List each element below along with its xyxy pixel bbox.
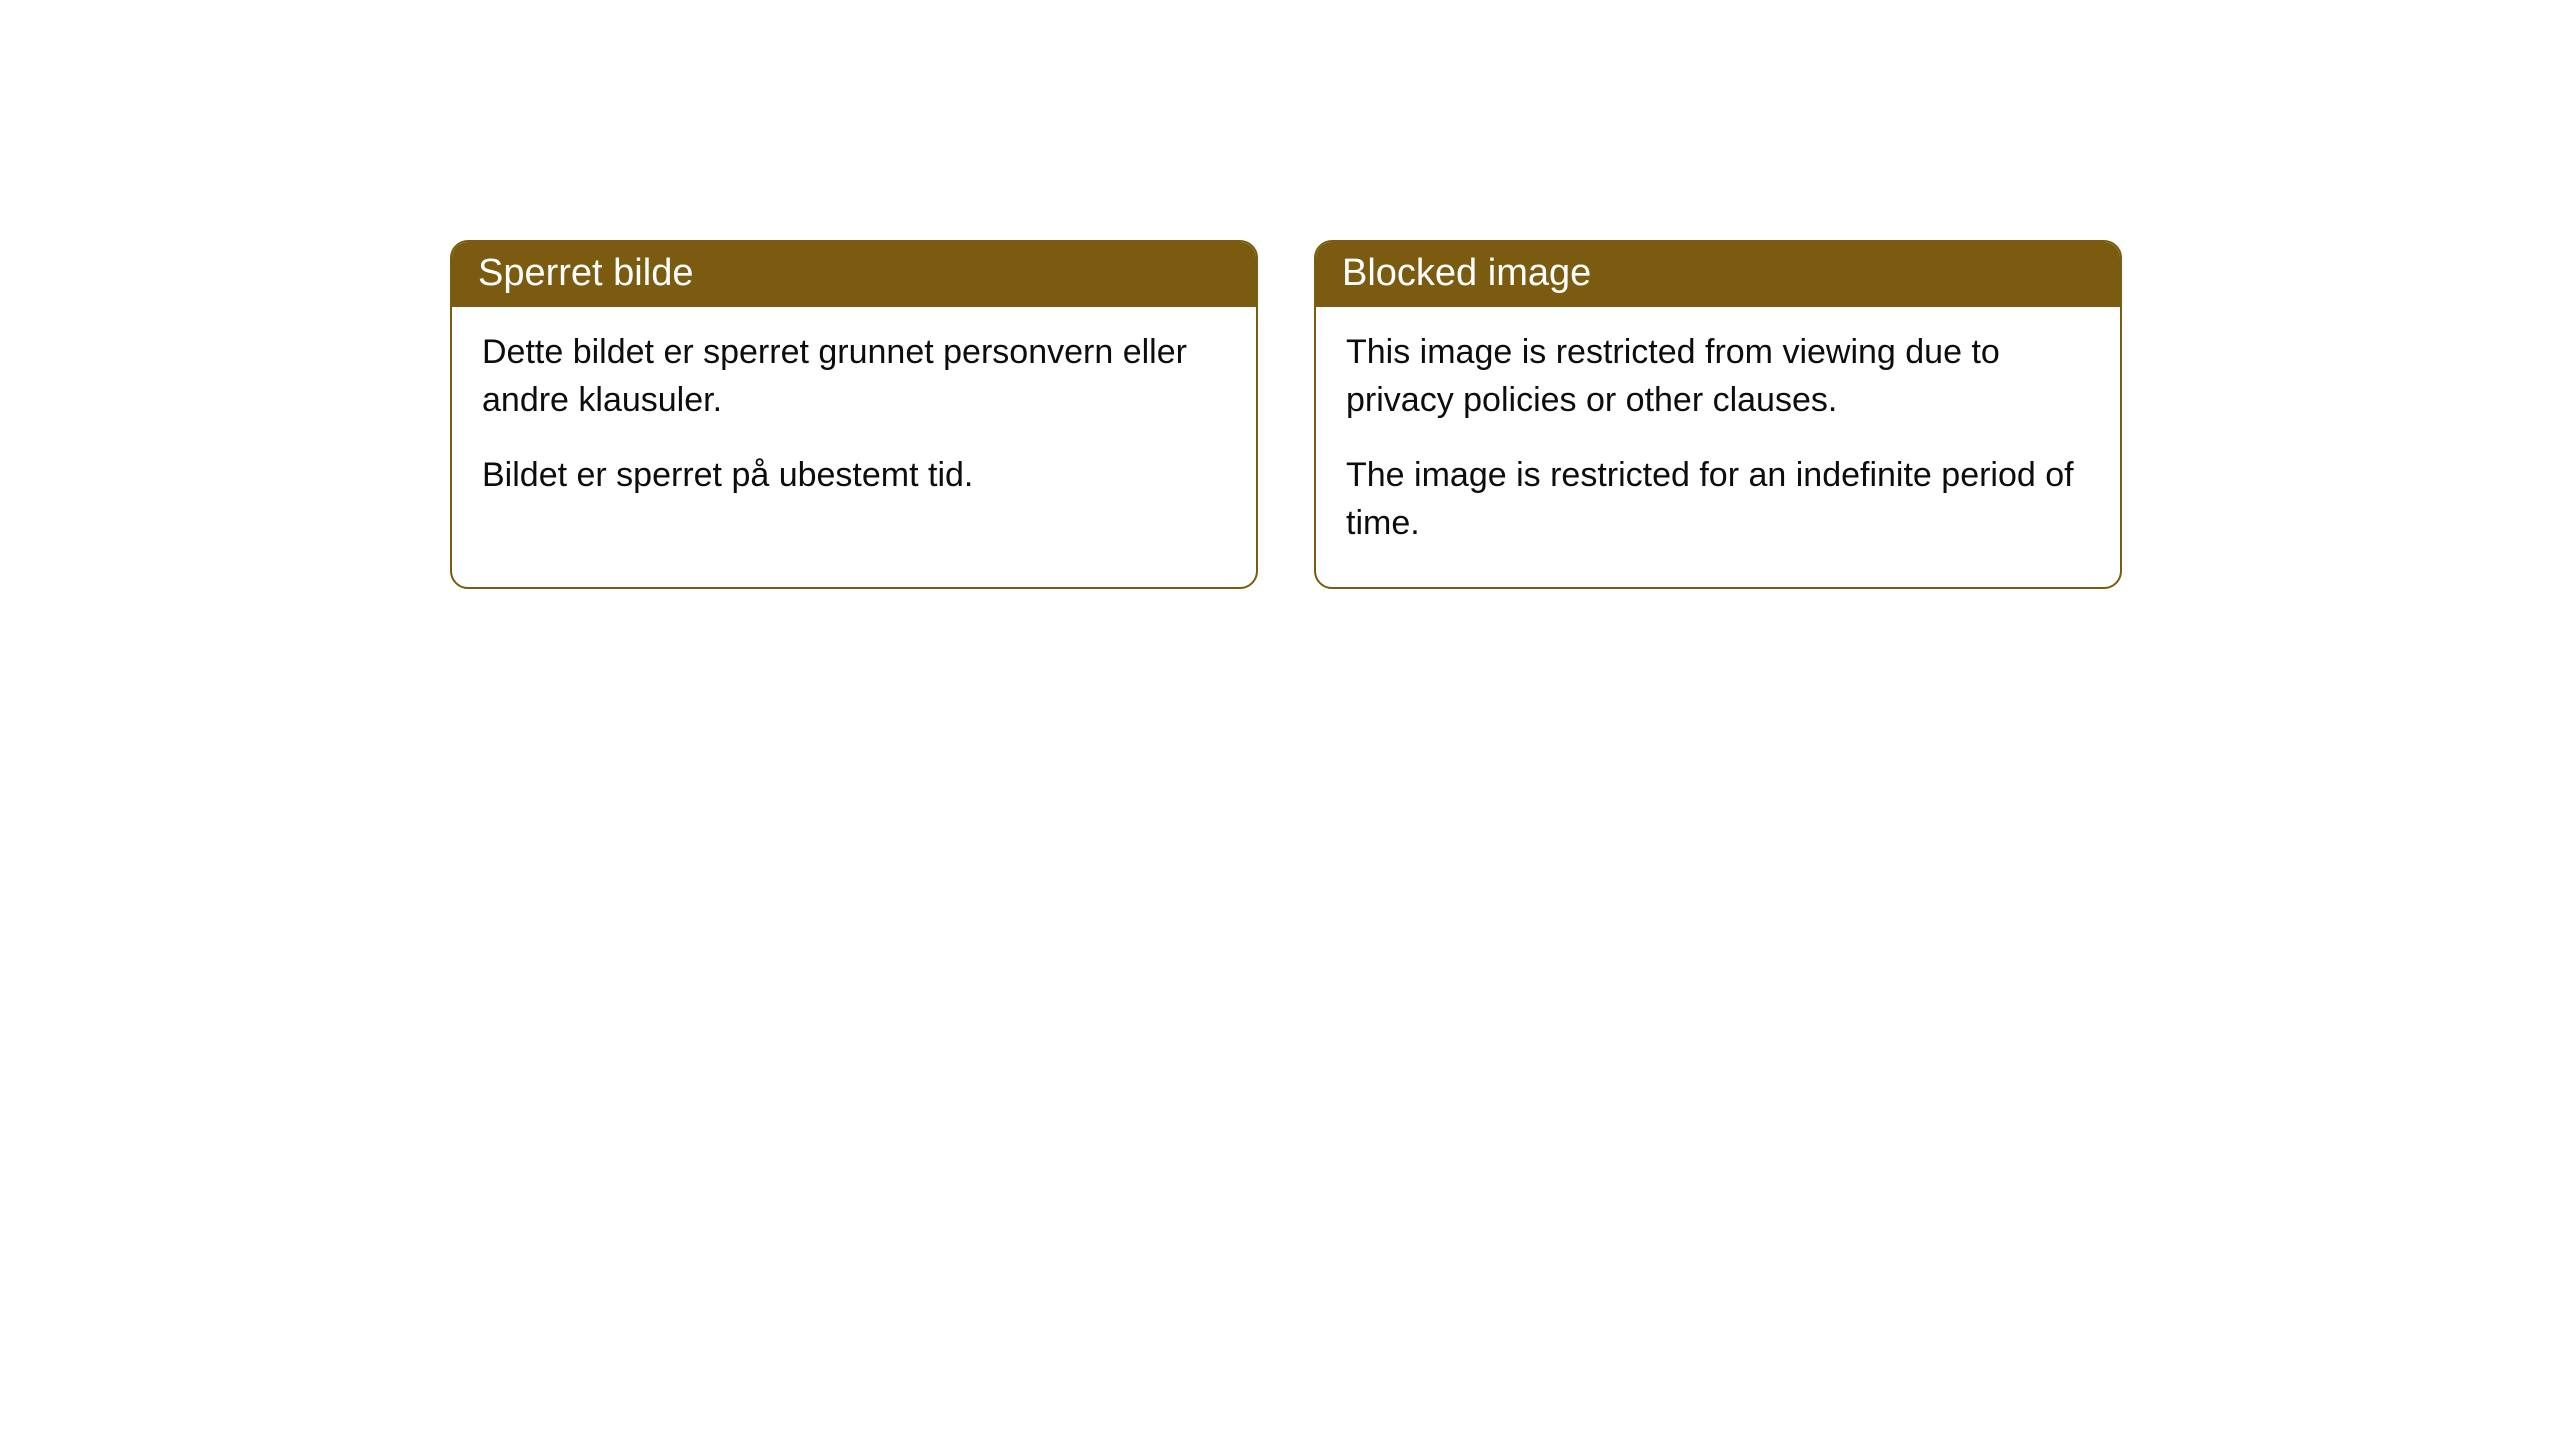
card-paragraph-1: This image is restricted from viewing du… (1346, 329, 2090, 424)
notice-cards-container: Sperret bilde Dette bildet er sperret gr… (450, 240, 2122, 589)
card-header-norwegian: Sperret bilde (452, 242, 1256, 307)
card-paragraph-2: The image is restricted for an indefinit… (1346, 452, 2090, 547)
blocked-image-card-norwegian: Sperret bilde Dette bildet er sperret gr… (450, 240, 1258, 589)
card-body-norwegian: Dette bildet er sperret grunnet personve… (452, 307, 1256, 540)
card-title: Sperret bilde (478, 252, 693, 294)
card-body-english: This image is restricted from viewing du… (1316, 307, 2120, 587)
card-paragraph-1: Dette bildet er sperret grunnet personve… (482, 329, 1226, 424)
blocked-image-card-english: Blocked image This image is restricted f… (1314, 240, 2122, 589)
card-paragraph-2: Bildet er sperret på ubestemt tid. (482, 452, 1226, 500)
card-header-english: Blocked image (1316, 242, 2120, 307)
card-title: Blocked image (1342, 252, 1591, 294)
